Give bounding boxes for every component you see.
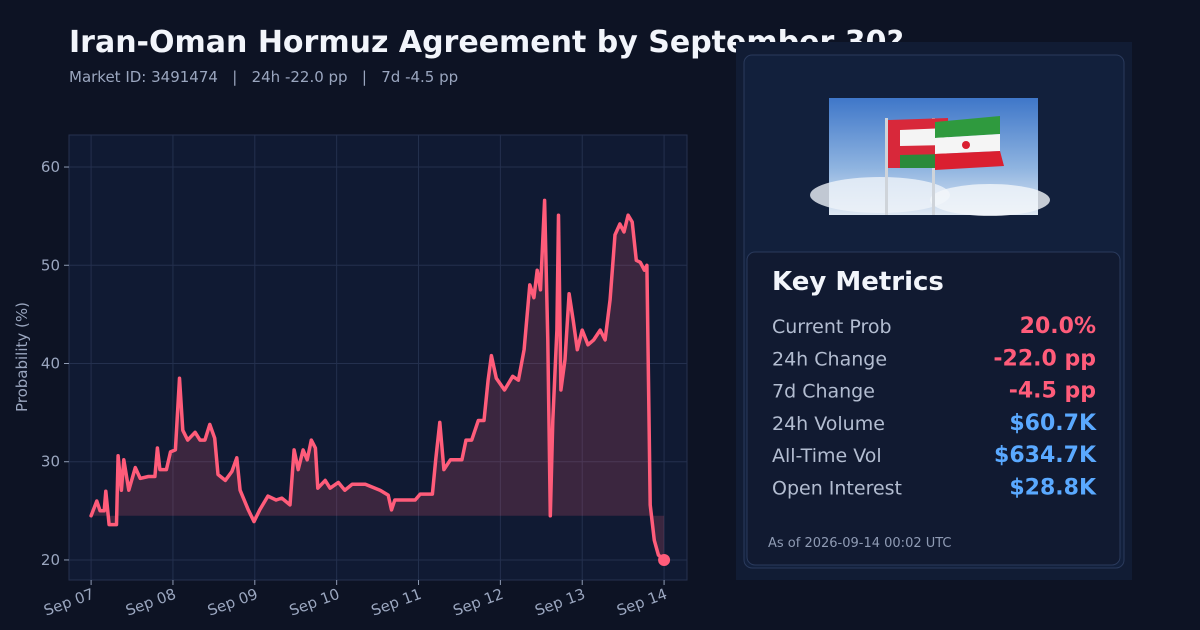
y-tick-label: 50 [41,256,60,274]
metric-value: $28.8K [1009,476,1097,501]
y-tick-label: 40 [41,354,60,372]
metric-label: 24h Volume [772,413,885,435]
y-tick-label: 30 [41,453,60,471]
area [91,200,665,560]
metric-value: $60.7K [1009,411,1097,436]
y-axis-label: Probability (%) [13,302,31,412]
metric-value: $634.7K [994,443,1097,468]
metric-value: 20.0% [1020,314,1096,339]
metrics-heading: Key Metrics [772,267,944,297]
metrics-list: Current Prob 20.0% 24h Change -22.0 pp 7d Ch… [772,314,1097,501]
metric-label: All-Time Vol [772,445,882,467]
metric-value: -22.0 pp [993,346,1096,371]
metrics-card [746,251,1121,566]
metric-label: 7d Change [772,381,875,403]
metric-value: -4.5 pp [1009,379,1096,404]
footnote: As of 2026-09-14 00:02 UTC [768,536,952,551]
line [89,198,666,562]
y-tick-label: 20 [41,551,60,569]
chart-subtitle: Market ID: 3491474 | 24h -22.0 pp | 7d -… [69,68,458,86]
last-point [658,553,671,566]
metric-label: 24h Change [772,348,887,370]
metric-label: Open Interest [772,478,902,500]
y-tick-label: 60 [41,158,60,176]
flag-image [810,98,1050,216]
metric-label: Current Prob [772,316,892,338]
plot-area [68,134,688,581]
